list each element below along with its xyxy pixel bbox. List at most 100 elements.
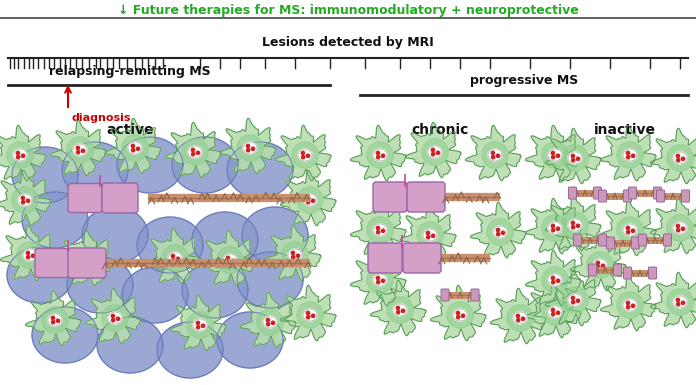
Polygon shape	[32, 307, 98, 363]
Circle shape	[681, 157, 685, 161]
Circle shape	[292, 256, 295, 259]
Circle shape	[116, 317, 120, 320]
Circle shape	[551, 229, 555, 232]
Text: chronic: chronic	[411, 123, 468, 137]
Circle shape	[432, 148, 434, 152]
Polygon shape	[1, 225, 56, 281]
Polygon shape	[367, 267, 393, 293]
Polygon shape	[13, 149, 27, 161]
Polygon shape	[601, 200, 656, 256]
Text: relapsing-remitting MS: relapsing-remitting MS	[49, 65, 211, 78]
Text: Lesions detected by MRI: Lesions detected by MRI	[262, 35, 434, 49]
Circle shape	[306, 316, 310, 319]
Polygon shape	[97, 317, 163, 373]
FancyBboxPatch shape	[471, 289, 479, 301]
Polygon shape	[0, 171, 51, 226]
Polygon shape	[221, 119, 276, 174]
Circle shape	[571, 159, 575, 162]
Polygon shape	[51, 121, 106, 176]
Circle shape	[231, 259, 235, 263]
FancyBboxPatch shape	[624, 190, 631, 202]
Polygon shape	[243, 142, 257, 154]
Circle shape	[306, 196, 310, 199]
Circle shape	[196, 151, 200, 154]
Circle shape	[251, 147, 255, 151]
Polygon shape	[373, 274, 387, 286]
Circle shape	[631, 229, 635, 233]
Circle shape	[377, 156, 380, 159]
Circle shape	[432, 234, 435, 238]
Polygon shape	[593, 259, 607, 271]
Polygon shape	[541, 267, 568, 293]
Polygon shape	[400, 205, 456, 261]
Polygon shape	[568, 152, 582, 164]
Circle shape	[516, 314, 520, 318]
Polygon shape	[623, 224, 637, 236]
Polygon shape	[601, 275, 656, 331]
Polygon shape	[393, 304, 407, 316]
Circle shape	[306, 154, 310, 157]
Circle shape	[22, 196, 24, 199]
Circle shape	[77, 151, 80, 154]
Polygon shape	[102, 305, 128, 331]
Polygon shape	[200, 230, 256, 286]
Polygon shape	[428, 146, 442, 158]
Circle shape	[22, 154, 24, 157]
Circle shape	[571, 226, 575, 229]
Polygon shape	[128, 142, 142, 154]
Polygon shape	[296, 302, 323, 328]
Polygon shape	[12, 187, 38, 213]
Circle shape	[677, 303, 680, 306]
Circle shape	[457, 316, 460, 319]
Circle shape	[377, 231, 380, 234]
Polygon shape	[237, 135, 263, 161]
Circle shape	[246, 149, 250, 152]
Circle shape	[191, 152, 195, 156]
Polygon shape	[298, 149, 312, 161]
Circle shape	[626, 231, 630, 234]
Circle shape	[111, 318, 115, 322]
Polygon shape	[548, 149, 562, 161]
Circle shape	[84, 261, 88, 264]
FancyBboxPatch shape	[613, 264, 622, 276]
Circle shape	[556, 279, 560, 283]
Circle shape	[631, 304, 635, 308]
Circle shape	[551, 313, 555, 316]
Circle shape	[226, 261, 230, 264]
Polygon shape	[673, 222, 687, 234]
Polygon shape	[145, 228, 201, 284]
FancyBboxPatch shape	[35, 248, 69, 278]
Polygon shape	[82, 207, 148, 263]
Circle shape	[677, 159, 680, 162]
Polygon shape	[562, 212, 588, 238]
Circle shape	[201, 324, 205, 328]
FancyBboxPatch shape	[628, 187, 637, 199]
Polygon shape	[466, 126, 521, 181]
Circle shape	[626, 301, 630, 305]
Polygon shape	[470, 203, 526, 258]
Circle shape	[381, 154, 385, 157]
Polygon shape	[276, 126, 331, 181]
Polygon shape	[546, 270, 601, 326]
Polygon shape	[541, 215, 568, 241]
Polygon shape	[667, 289, 693, 315]
Polygon shape	[387, 297, 413, 323]
Polygon shape	[617, 217, 643, 243]
Circle shape	[626, 156, 630, 159]
Circle shape	[377, 151, 379, 155]
Polygon shape	[282, 242, 308, 268]
Circle shape	[427, 236, 430, 239]
Polygon shape	[513, 312, 527, 324]
Polygon shape	[303, 309, 317, 321]
Circle shape	[311, 314, 315, 318]
Polygon shape	[12, 147, 78, 203]
FancyBboxPatch shape	[606, 237, 615, 249]
Circle shape	[246, 144, 250, 147]
Text: progressive MS: progressive MS	[470, 74, 578, 87]
Circle shape	[77, 146, 79, 150]
Text: inactive: inactive	[594, 123, 656, 137]
Circle shape	[111, 314, 115, 318]
Polygon shape	[488, 149, 502, 161]
Polygon shape	[487, 219, 513, 245]
Circle shape	[576, 299, 580, 303]
